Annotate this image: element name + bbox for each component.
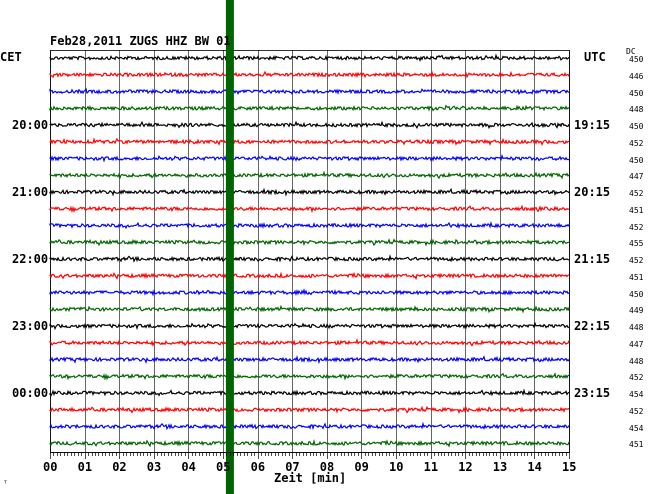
trace-line — [49, 271, 570, 281]
trace-line — [49, 421, 570, 431]
dc-value: 447 — [629, 339, 644, 349]
right-timezone-label: UTC — [584, 50, 606, 64]
x-tick-label: 01 — [77, 460, 93, 474]
x-tick-label: 03 — [146, 460, 162, 474]
x-axis-label: Zeit [min] — [274, 471, 347, 485]
trace-line — [49, 220, 570, 230]
trace-line — [49, 87, 570, 96]
left-time-label: 20:00 — [12, 118, 49, 132]
dc-value: 452 — [629, 406, 644, 416]
dc-value: 450 — [629, 122, 644, 131]
x-tick-label: 11 — [423, 460, 439, 474]
x-tick-label: 08 — [319, 460, 335, 474]
dc-column-header: DC — [626, 47, 636, 56]
trace-line — [49, 438, 570, 448]
dc-value: 447 — [629, 172, 644, 182]
x-tick-label: 12 — [458, 460, 473, 474]
x-tick-label: 07 — [285, 460, 300, 474]
trace-line — [49, 371, 570, 381]
left-time-label: 21:00 — [12, 185, 49, 199]
trace-line — [49, 120, 570, 130]
dc-value: 451 — [629, 205, 644, 215]
left-time-label: 23:00 — [12, 319, 49, 333]
dc-value: 446 — [629, 71, 644, 81]
dc-value: 454 — [629, 390, 644, 399]
x-tick-label: 00 — [43, 460, 58, 474]
trace-line — [49, 70, 570, 79]
trace-line — [49, 170, 570, 180]
corner-mark: ᵀ — [3, 479, 8, 488]
dc-value: 450 — [629, 155, 644, 165]
right-time-label: 21:15 — [574, 252, 611, 266]
dc-value: 448 — [629, 356, 644, 366]
trace-line — [49, 354, 570, 365]
x-tick-label: 02 — [112, 460, 127, 474]
dc-value: 450 — [629, 88, 644, 98]
dc-value: 451 — [629, 440, 644, 450]
right-time-label: 22:15 — [574, 319, 611, 333]
trace-line — [49, 104, 570, 112]
event-highlight-band — [225, 0, 234, 494]
dc-value: 452 — [629, 256, 644, 265]
right-time-label: 19:15 — [574, 118, 611, 132]
x-tick-label: 10 — [389, 460, 404, 474]
trace-line — [49, 137, 570, 147]
dc-value: 448 — [629, 323, 644, 332]
trace-line — [49, 405, 570, 415]
dc-value: 450 — [629, 289, 644, 299]
right-time-label: 20:15 — [574, 185, 611, 199]
trace-line — [49, 238, 570, 247]
trace-line — [49, 53, 570, 62]
trace-line — [49, 304, 570, 314]
trace-line — [49, 337, 570, 347]
dc-value: 448 — [629, 105, 644, 115]
left-time-label: 22:00 — [12, 252, 49, 266]
dc-value: 451 — [629, 272, 644, 282]
trace-line — [49, 321, 570, 331]
x-tick-label: 05 — [216, 460, 231, 474]
x-tick-label: 13 — [492, 460, 508, 474]
left-time-label: 00:00 — [12, 386, 49, 400]
right-time-label: 23:15 — [574, 386, 611, 400]
trace-line — [49, 388, 570, 397]
dc-value: 452 — [629, 189, 644, 198]
x-tick-label: 14 — [527, 460, 542, 474]
trace-line — [49, 153, 570, 163]
x-tick-label: 15 — [562, 460, 577, 474]
left-timezone-label: CET — [0, 50, 22, 64]
dc-value: 455 — [629, 239, 644, 249]
trace-line — [49, 288, 570, 297]
trace-line — [49, 187, 570, 197]
x-tick-label: 04 — [181, 460, 196, 474]
dc-value: 452 — [629, 138, 644, 148]
chart-title: Feb28,2011 ZUGS HHZ BW 01 — [50, 34, 231, 48]
dc-value: 449 — [629, 306, 644, 316]
x-tick-label: 06 — [250, 460, 266, 474]
dc-value: 452 — [629, 373, 644, 383]
dc-value: 452 — [629, 222, 644, 232]
x-tick-label: 09 — [354, 460, 369, 474]
trace-line — [49, 204, 570, 214]
trace-line — [49, 254, 570, 263]
dc-value: 454 — [629, 423, 644, 433]
dc-value: 450 — [629, 55, 644, 64]
